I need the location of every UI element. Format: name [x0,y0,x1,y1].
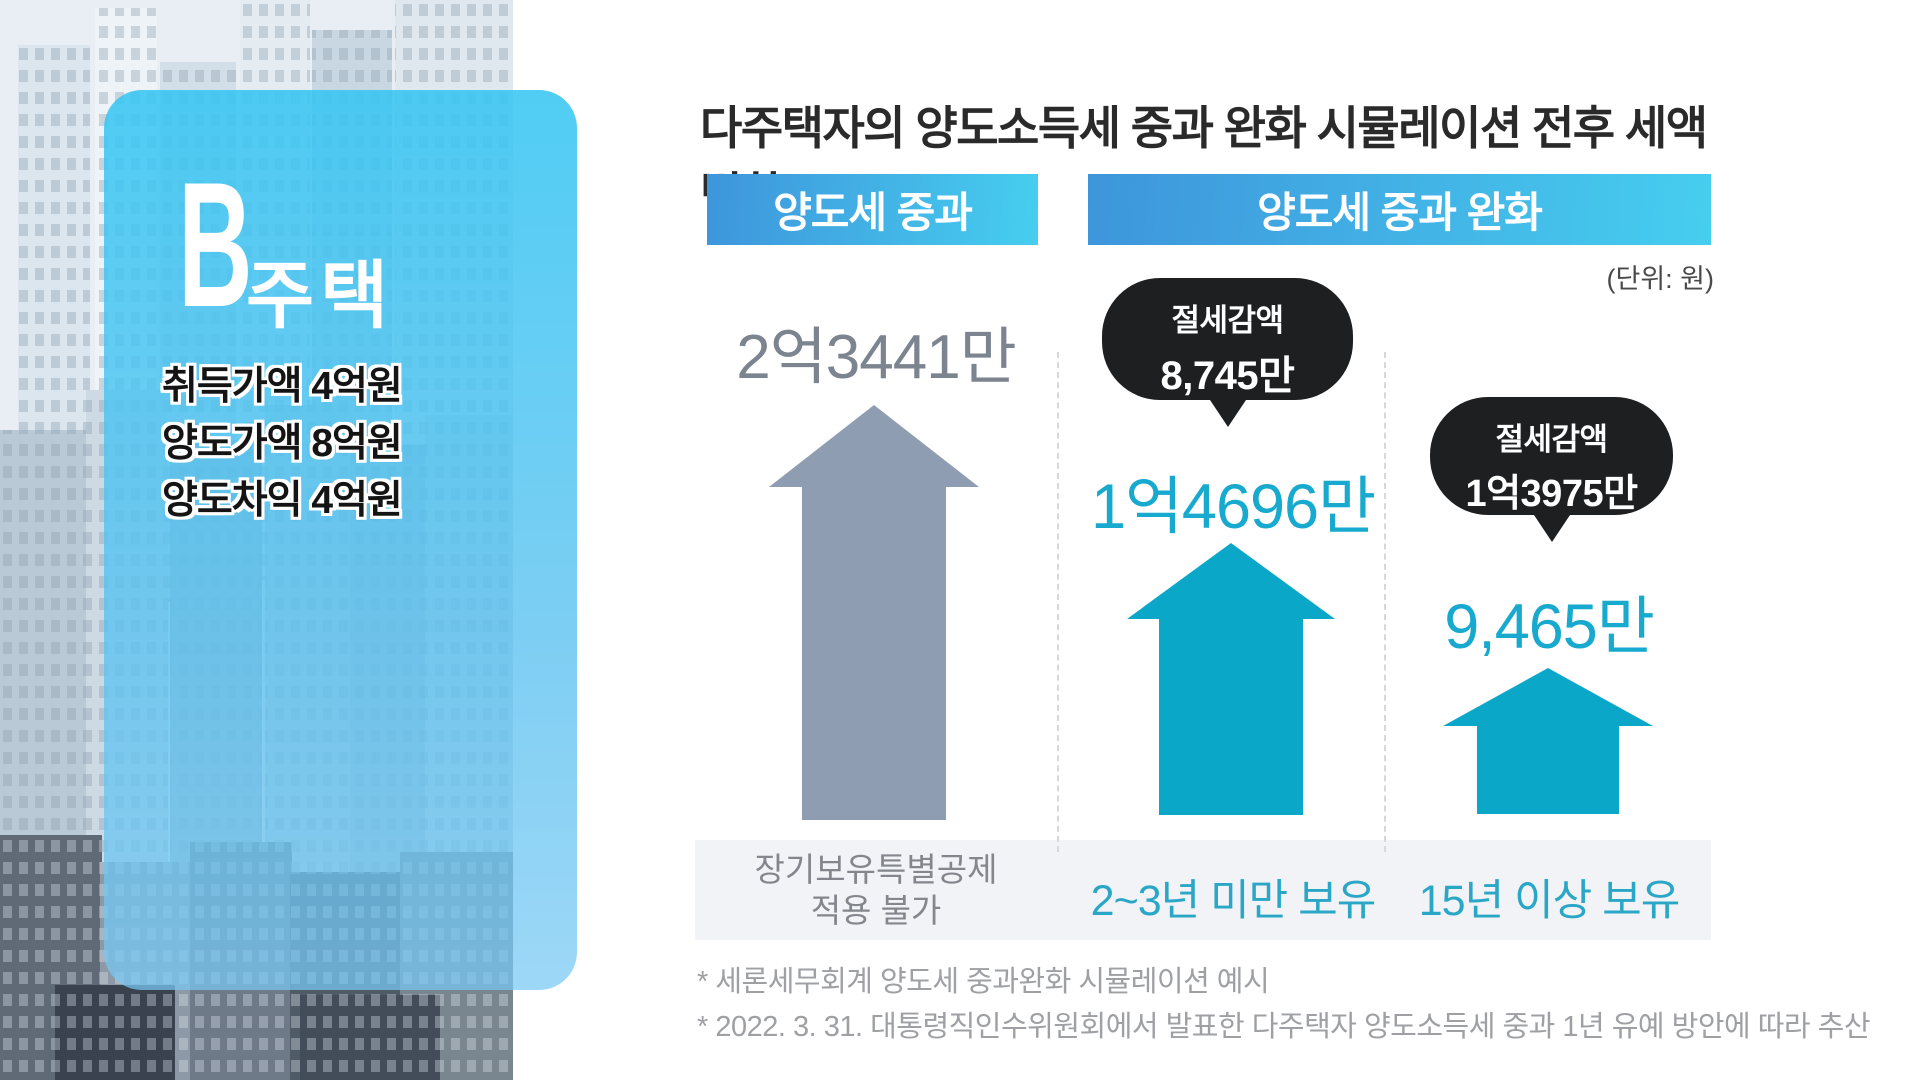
tax-right-caption: 15년 이상 보유 [1418,877,1681,925]
bubble-tail-icon [1533,515,1570,542]
tax-mid-value: 1억4696만 [1090,472,1376,542]
case-letter-suffix: 주택 [246,254,395,337]
savings-bubble-right-title: 절세감액 [1495,422,1608,457]
tax-right-value: 9,465만 [1444,592,1655,662]
footnote-1: * 세론세무회계 양도세 중과완화 시뮬레이션 예시 [697,966,1270,998]
bubble-tail-icon [1209,400,1246,427]
up-arrow-cyan-right-icon [1443,668,1653,814]
footnote-2: * 2022. 3. 31. 대통령직인수위원회에서 발표한 다주택자 양도소득… [697,1011,1871,1043]
tax-before-value: 2억3441만 [736,323,1017,392]
capital-gain: 양도차익 4억원 [162,479,403,522]
header-tax-relaxed-label: 양도세 중과 완화 [1257,189,1543,236]
header-tax-heavy-label: 양도세 중과 [773,189,973,236]
column-divider-2 [1384,352,1386,852]
savings-bubble-right: 절세감액 1억3975만 [1430,397,1673,542]
acquisition-price: 취득가액 4억원 [162,365,403,408]
column-divider-1 [1057,352,1059,852]
up-arrow-gray-icon [769,405,979,820]
savings-bubble-mid: 절세감액 8,745만 [1102,278,1353,427]
header-tax-heavy: 양도세 중과 [707,174,1038,245]
tax-before-caption-line2: 적용 불가 [810,892,942,929]
savings-bubble-mid-title: 절세감액 [1171,303,1284,338]
unit-note: (단위: 원) [1606,264,1714,294]
savings-bubble-right-value: 1억3975만 [1465,473,1638,515]
header-tax-relaxed: 양도세 중과 완화 [1088,174,1711,245]
tax-mid-caption: 2~3년 미만 보유 [1090,877,1377,925]
up-arrow-cyan-mid-icon [1127,543,1335,815]
tax-before-caption: 장기보유특별공제 적용 불가 [711,849,1041,931]
case-letter: B [178,145,253,344]
savings-bubble-mid-value: 8,745만 [1160,354,1295,398]
tax-before-caption-line1: 장기보유특별공제 [754,851,998,888]
case-panel: B 주택 취득가액 4억원 양도가액 8억원 양도차익 4억원 [104,90,577,990]
case-price-lines: 취득가액 4억원 양도가액 8억원 양도차익 4억원 [162,358,542,529]
category-band [695,840,1711,940]
transfer-price: 양도가액 8억원 [162,422,403,465]
footnotes: * 세론세무회계 양도세 중과완화 시뮬레이션 예시 * 2022. 3. 31… [697,960,1871,1050]
